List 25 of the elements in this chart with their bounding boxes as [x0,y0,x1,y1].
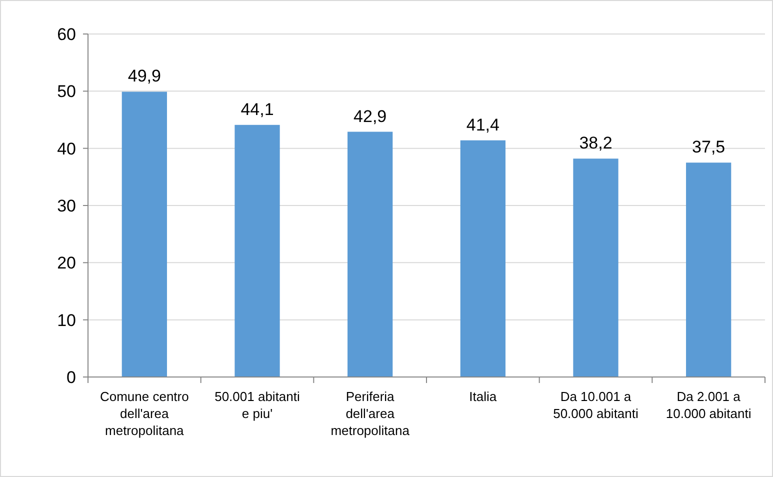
y-tick-label: 40 [57,139,76,158]
x-tick-label: 50.001 abitanti e piu' [214,389,300,421]
y-tick-label: 60 [57,24,76,44]
bar [122,92,167,377]
x-tick-label: Comune centro dell'area metropolitana [100,389,189,438]
x-tick-label: Italia [469,389,498,404]
y-tick-label: 20 [57,254,76,273]
data-label: 44,1 [240,100,274,119]
data-label: 37,5 [692,138,726,157]
x-tick-label: Periferia dell'area metropolitana [330,389,410,438]
x-tick-label: Da 10.001 a 50.000 abitanti [553,389,639,421]
bar [686,162,732,377]
x-tick-label: Da 2.001 a 10.000 abitanti [666,389,752,421]
bar [234,124,280,377]
y-tick-label: 10 [57,310,76,330]
y-tick-label: 50 [57,82,76,102]
data-label: 42,9 [354,106,387,126]
y-tick-label: 0 [66,368,76,387]
data-label: 41,4 [466,115,500,134]
data-label: 38,2 [579,134,612,153]
bar [573,158,618,377]
bar [348,132,393,377]
data-label: 49,9 [128,66,161,86]
y-tick-label: 30 [57,196,76,216]
bar [460,140,506,377]
